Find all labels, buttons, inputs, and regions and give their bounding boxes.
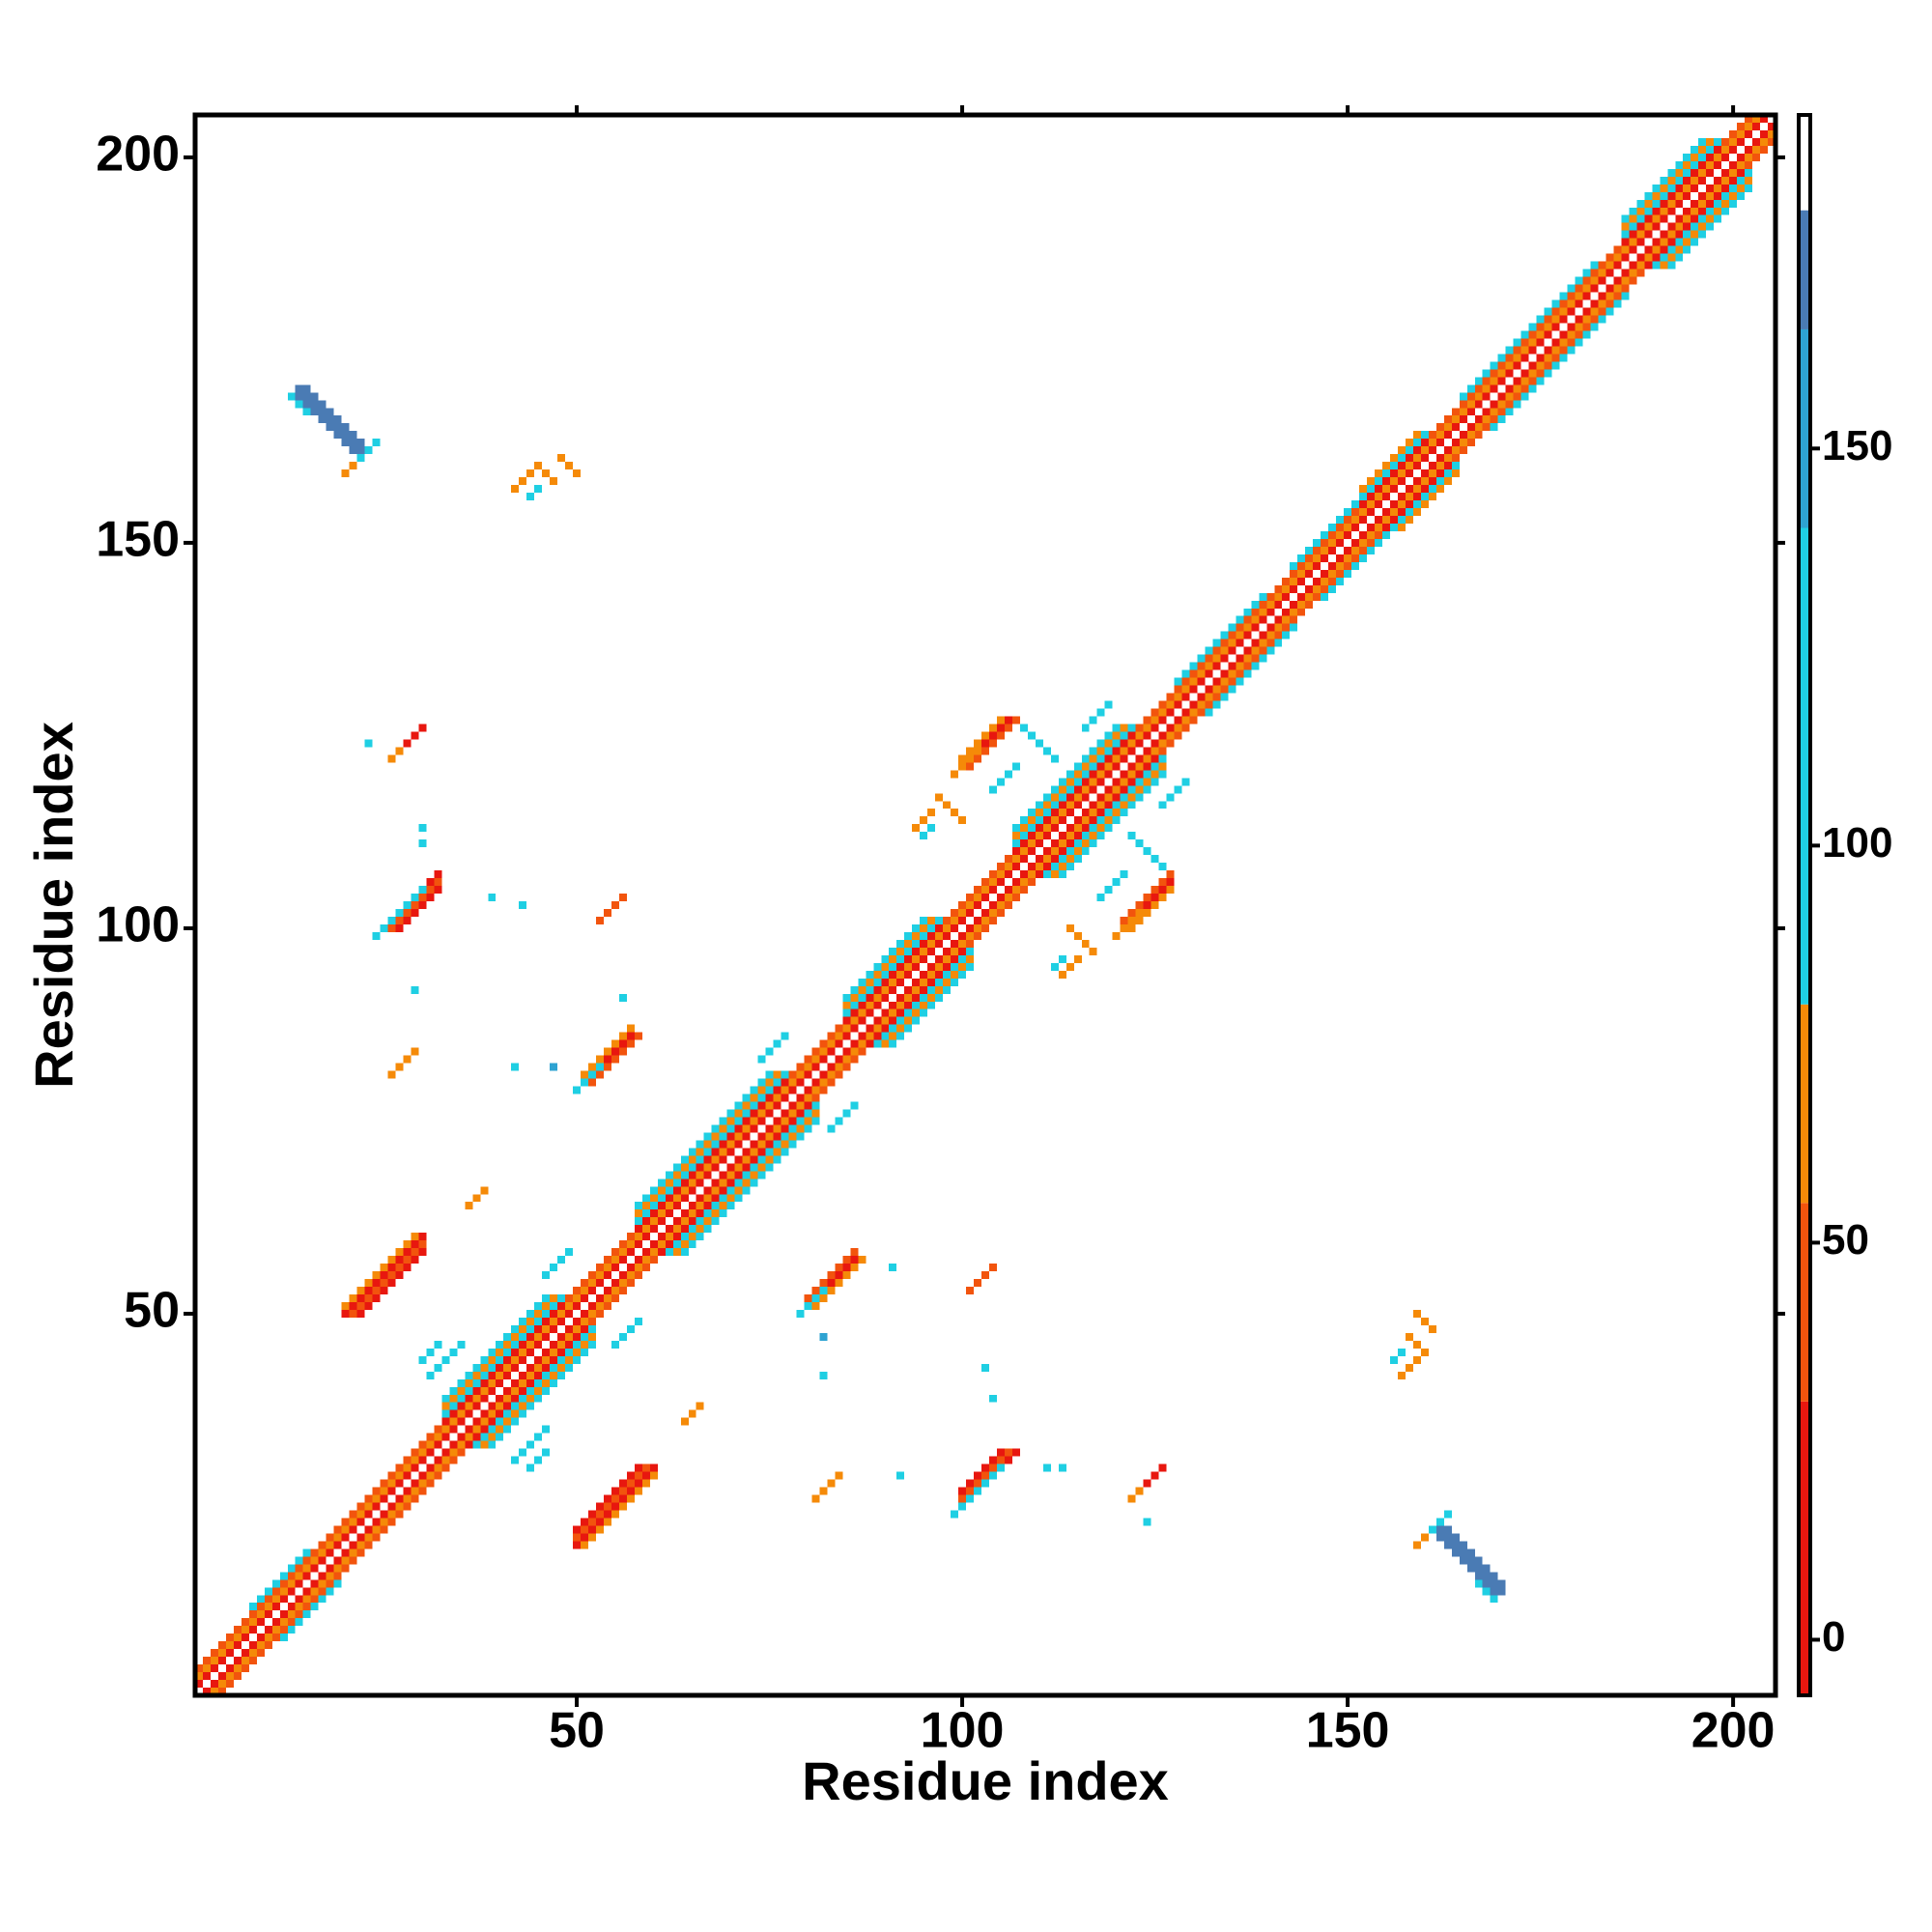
y-tick-label: 200: [96, 127, 180, 183]
heat-cells: [588, 1032, 859, 1302]
heat-cells: [519, 901, 989, 1372]
heat-cells: [287, 392, 1498, 1604]
x-tick-label: 50: [549, 1703, 605, 1759]
heat-cells: [387, 747, 1144, 1503]
heat-cells: [1011, 724, 1167, 879]
x-axis-title: Residue index: [802, 1750, 1169, 1811]
heat-cells: [842, 916, 975, 1048]
colorbar-level: [1799, 1004, 1810, 1204]
heat-cells: [1359, 431, 1460, 531]
colorbar-level: [1799, 328, 1810, 528]
heat-cells: [581, 1032, 859, 1310]
heat-cells: [1621, 137, 1753, 270]
heat-cells: [966, 716, 1175, 924]
x-tick-label: 150: [1306, 1703, 1390, 1759]
colorbar-level: [1799, 115, 1810, 211]
heat-cells: [595, 894, 997, 1295]
heat-cells: [634, 1078, 812, 1257]
x-tick-label: 100: [921, 1703, 1005, 1759]
heat-cells: [920, 824, 1066, 971]
heat-cells: [634, 1070, 820, 1257]
heat-cells: [248, 1548, 342, 1642]
x-tick-label: 200: [1691, 1703, 1776, 1759]
colorbar-tick-label: 150: [1822, 422, 1892, 469]
y-axis-title: Residue index: [23, 722, 84, 1089]
heat-cells: [195, 115, 1776, 1695]
heat-cells: [465, 1186, 704, 1426]
heat-cells: [441, 1294, 596, 1449]
heat-cells: [295, 384, 1506, 1596]
colorbar-tick-label: 100: [1822, 819, 1892, 867]
colorbar-level: [1799, 1401, 1810, 1695]
heat-cells: [634, 1070, 820, 1257]
heat-cells: [1621, 137, 1753, 270]
heat-cells: [550, 1063, 828, 1341]
heat-cells: [935, 793, 1097, 955]
heat-cells: [634, 1070, 820, 1257]
heat-cells: [1011, 731, 1159, 879]
colorbar-level: [1799, 527, 1810, 1005]
heat-cells: [557, 454, 1436, 1333]
heat-cells: [581, 1024, 867, 1310]
heat-cells: [1290, 500, 1390, 601]
heat-cells: [411, 985, 905, 1480]
heat-cells: [1174, 592, 1298, 717]
plot-frame: [192, 112, 1778, 1698]
heat-cells: [380, 870, 1020, 1511]
heat-cells: [295, 392, 1498, 1596]
heat-cells: [573, 1063, 828, 1318]
colorbar-frame: [1797, 113, 1812, 1697]
heat-cells: [1359, 431, 1460, 531]
heat-cells: [1019, 724, 1167, 871]
heat-cells: [912, 809, 1082, 979]
heat-cells: [418, 1340, 551, 1472]
heat-cells: [418, 839, 1051, 1472]
heat-cells: [195, 115, 1776, 1695]
heat-cells: [356, 1248, 642, 1534]
heat-cells: [842, 916, 975, 1048]
heat-cells: [534, 462, 1429, 1356]
colorbar-tick-label: 50: [1822, 1216, 1869, 1264]
heat-cells: [349, 439, 1452, 1542]
y-tick-label: 100: [96, 897, 180, 953]
heat-cells: [526, 485, 1406, 1364]
heat-cells: [341, 462, 1429, 1549]
heat-cells: [951, 747, 1144, 940]
heat-cells: [441, 1301, 589, 1449]
colorbar-level: [1799, 210, 1810, 329]
colorbar-level: [1799, 1203, 1810, 1402]
y-tick-label: 50: [124, 1283, 180, 1339]
y-tick-label: 150: [96, 512, 180, 568]
heat-cells: [387, 1047, 843, 1503]
heat-cells: [195, 115, 1776, 1695]
heat-cells: [418, 824, 1066, 1472]
heat-cells: [488, 894, 997, 1403]
colorbar-tick-label: 0: [1822, 1613, 1845, 1661]
heat-cells: [511, 1063, 828, 1379]
